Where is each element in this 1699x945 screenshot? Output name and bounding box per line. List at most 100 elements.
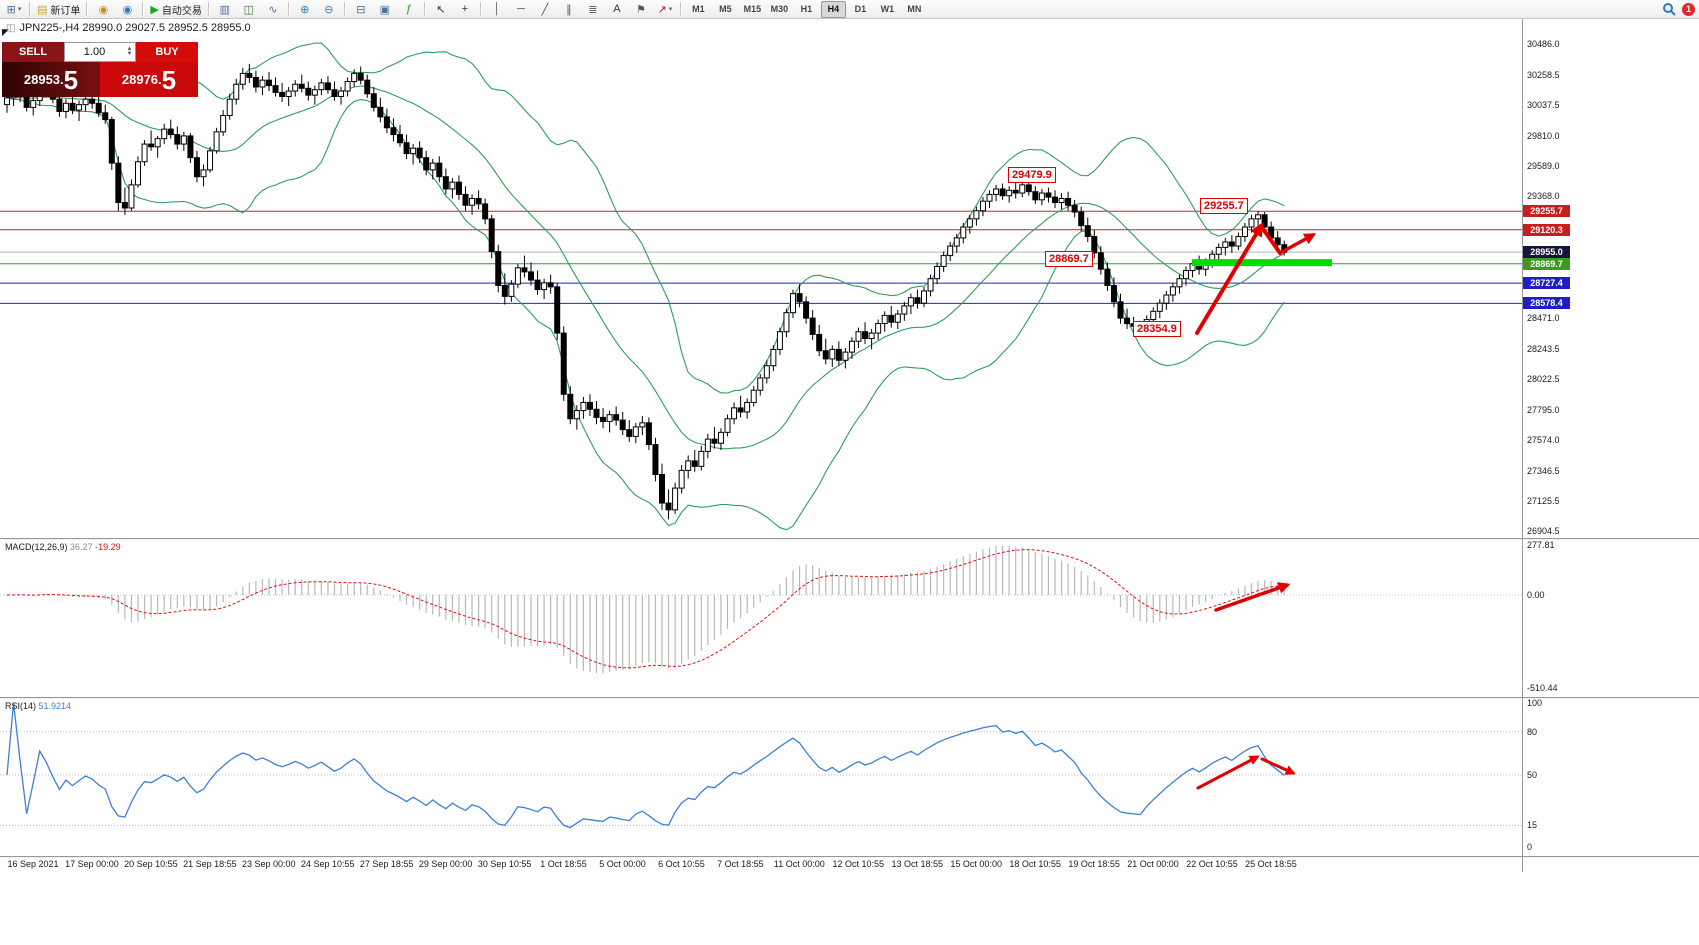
new-chart-button[interactable]: ⊞ ▾ xyxy=(2,0,26,19)
timeframe-h4-button[interactable]: H4 xyxy=(820,0,846,18)
crosshair-button[interactable]: + xyxy=(453,0,477,19)
timeframe-m1-button[interactable]: M1 xyxy=(692,4,705,14)
text-label-button[interactable]: ⚑ xyxy=(629,0,653,19)
candle-body xyxy=(626,429,633,437)
price-axis-label: 28243.5 xyxy=(1527,343,1560,354)
price-axis-label: 27795.0 xyxy=(1527,404,1560,415)
candle-body xyxy=(246,72,253,78)
candle-body xyxy=(200,169,207,178)
vertical-line-button[interactable]: │ xyxy=(485,0,509,19)
volume-spinner-icons[interactable]: ▲ ▼ xyxy=(126,46,133,57)
candle-body xyxy=(508,283,515,297)
support-highlight-zone[interactable] xyxy=(1192,259,1332,267)
auto-trading-icon: ▶ xyxy=(150,3,159,16)
equidistant-channel-button[interactable]: ∥ xyxy=(557,0,581,19)
macd-panel[interactable] xyxy=(0,540,1522,696)
volume-value[interactable]: 1.00 xyxy=(83,46,106,58)
trendline-button[interactable]: ╱ xyxy=(533,0,557,19)
cursor-icon: ↖ xyxy=(436,3,446,16)
bar-chart-button[interactable]: ▥ xyxy=(213,0,237,19)
cursor-button[interactable]: ↖ xyxy=(429,0,453,19)
candle-body xyxy=(979,200,986,212)
candle-body xyxy=(600,416,607,422)
timeframe-m5-button[interactable]: M5 xyxy=(719,4,732,14)
zoom-in-button[interactable]: ⊕ xyxy=(293,0,317,19)
timeframe-m15-button[interactable]: M15 xyxy=(743,4,762,14)
time-axis-label: 20 Sep 10:55 xyxy=(124,859,178,869)
trend-arrow xyxy=(1195,222,1264,335)
rsi-panel[interactable] xyxy=(0,699,1522,855)
buy-price[interactable]: 28976. 5 xyxy=(100,62,198,97)
sell-price[interactable]: 28953. 5 xyxy=(2,62,100,97)
auto-trading-button[interactable]: ▶ 自动交易 xyxy=(147,0,204,19)
notification-badge[interactable]: 1 xyxy=(1682,2,1695,16)
price-axis-label: 30258.5 xyxy=(1527,69,1560,80)
price-annotation[interactable]: 28869.7 xyxy=(1045,251,1093,267)
macd-panel-separator[interactable] xyxy=(0,538,1699,540)
timeframe-h1-button[interactable]: H1 xyxy=(800,4,813,14)
candle-body xyxy=(220,115,227,133)
candle-body xyxy=(1228,241,1235,247)
candlestick-chart-button[interactable]: ◫ xyxy=(237,0,261,19)
main-chart[interactable] xyxy=(0,19,1522,538)
candle-body xyxy=(901,305,908,315)
bollinger-band-upper xyxy=(6,42,1285,394)
community-button[interactable]: ◉ xyxy=(115,0,139,19)
auto-arrange-button[interactable]: ▣ xyxy=(373,0,397,19)
chart-title: ◫ JPN225-,H4 28990.0 29027.5 28952.5 289… xyxy=(6,22,251,34)
candle-body xyxy=(108,119,115,164)
indicators-button[interactable]: ƒ xyxy=(397,0,421,19)
line-chart-button[interactable]: ∿ xyxy=(261,0,285,19)
time-axis-label: 21 Oct 00:00 xyxy=(1127,859,1179,869)
buy-price-small: 28976. xyxy=(121,72,162,87)
chart-mini-icon: ◫ xyxy=(6,22,16,34)
candle-body xyxy=(69,102,76,111)
volume-stepper[interactable]: 1.00 ▲ ▼ xyxy=(64,42,136,62)
time-axis-label: 22 Oct 10:55 xyxy=(1186,859,1238,869)
timeframe-m30-button[interactable]: M30 xyxy=(770,4,789,14)
buy-button[interactable]: BUY xyxy=(136,42,198,62)
price-annotation[interactable]: 29479.9 xyxy=(1008,167,1056,183)
indicators-icon: ƒ xyxy=(405,3,412,15)
trendline-icon: ╱ xyxy=(541,3,549,16)
text-button[interactable]: A xyxy=(605,0,629,19)
candle-body xyxy=(875,323,882,334)
horizontal-line-button[interactable]: ─ xyxy=(509,0,533,19)
candle-body xyxy=(1241,226,1248,238)
chart-title-text: JPN225-,H4 28990.0 29027.5 28952.5 28955… xyxy=(19,22,251,34)
candle-body xyxy=(331,89,338,97)
price-annotation[interactable]: 28354.9 xyxy=(1133,321,1181,337)
candle-body xyxy=(187,135,194,159)
sell-button[interactable]: SELL xyxy=(2,42,64,62)
candle-body xyxy=(921,290,927,304)
zoom-out-button[interactable]: ⊖ xyxy=(317,0,341,19)
candle-body xyxy=(455,181,462,195)
candle-body xyxy=(1065,197,1072,206)
price-annotation[interactable]: 29255.7 xyxy=(1200,198,1248,214)
mql5-button[interactable]: ◉ xyxy=(91,0,115,19)
candle-body xyxy=(364,79,371,95)
candle-body xyxy=(357,72,364,81)
trend-arrow xyxy=(1196,755,1260,790)
arrows-tool-button[interactable]: ↗ ▾ xyxy=(653,0,677,19)
vertical-line-icon: │ xyxy=(493,3,501,15)
price-axis-separator xyxy=(1522,19,1523,872)
candle-body xyxy=(167,128,174,136)
time-axis-label: 13 Oct 18:55 xyxy=(891,859,944,869)
time-axis-label: 17 Sep 00:00 xyxy=(65,859,119,869)
fibonacci-button[interactable]: ≣ xyxy=(581,0,605,19)
new-order-button[interactable]: ▤ 新订单 xyxy=(34,0,83,19)
timeframe-mn-button[interactable]: MN xyxy=(907,4,922,14)
price-axis-label: 29810.0 xyxy=(1527,130,1560,141)
rsi-axis-label: 50 xyxy=(1527,770,1538,780)
text-icon: A xyxy=(613,3,621,15)
rsi-line xyxy=(6,702,1285,829)
one-click-collapse-arrow[interactable]: ◤ xyxy=(2,27,9,37)
tile-windows-button[interactable]: ⊟ xyxy=(349,0,373,19)
search-icon[interactable] xyxy=(1662,2,1676,16)
timeframe-w1-button[interactable]: W1 xyxy=(880,4,895,14)
rsi-panel-separator[interactable] xyxy=(0,697,1699,699)
candle-body xyxy=(482,203,489,220)
candle-body xyxy=(586,401,593,410)
timeframe-d1-button[interactable]: D1 xyxy=(854,4,867,14)
